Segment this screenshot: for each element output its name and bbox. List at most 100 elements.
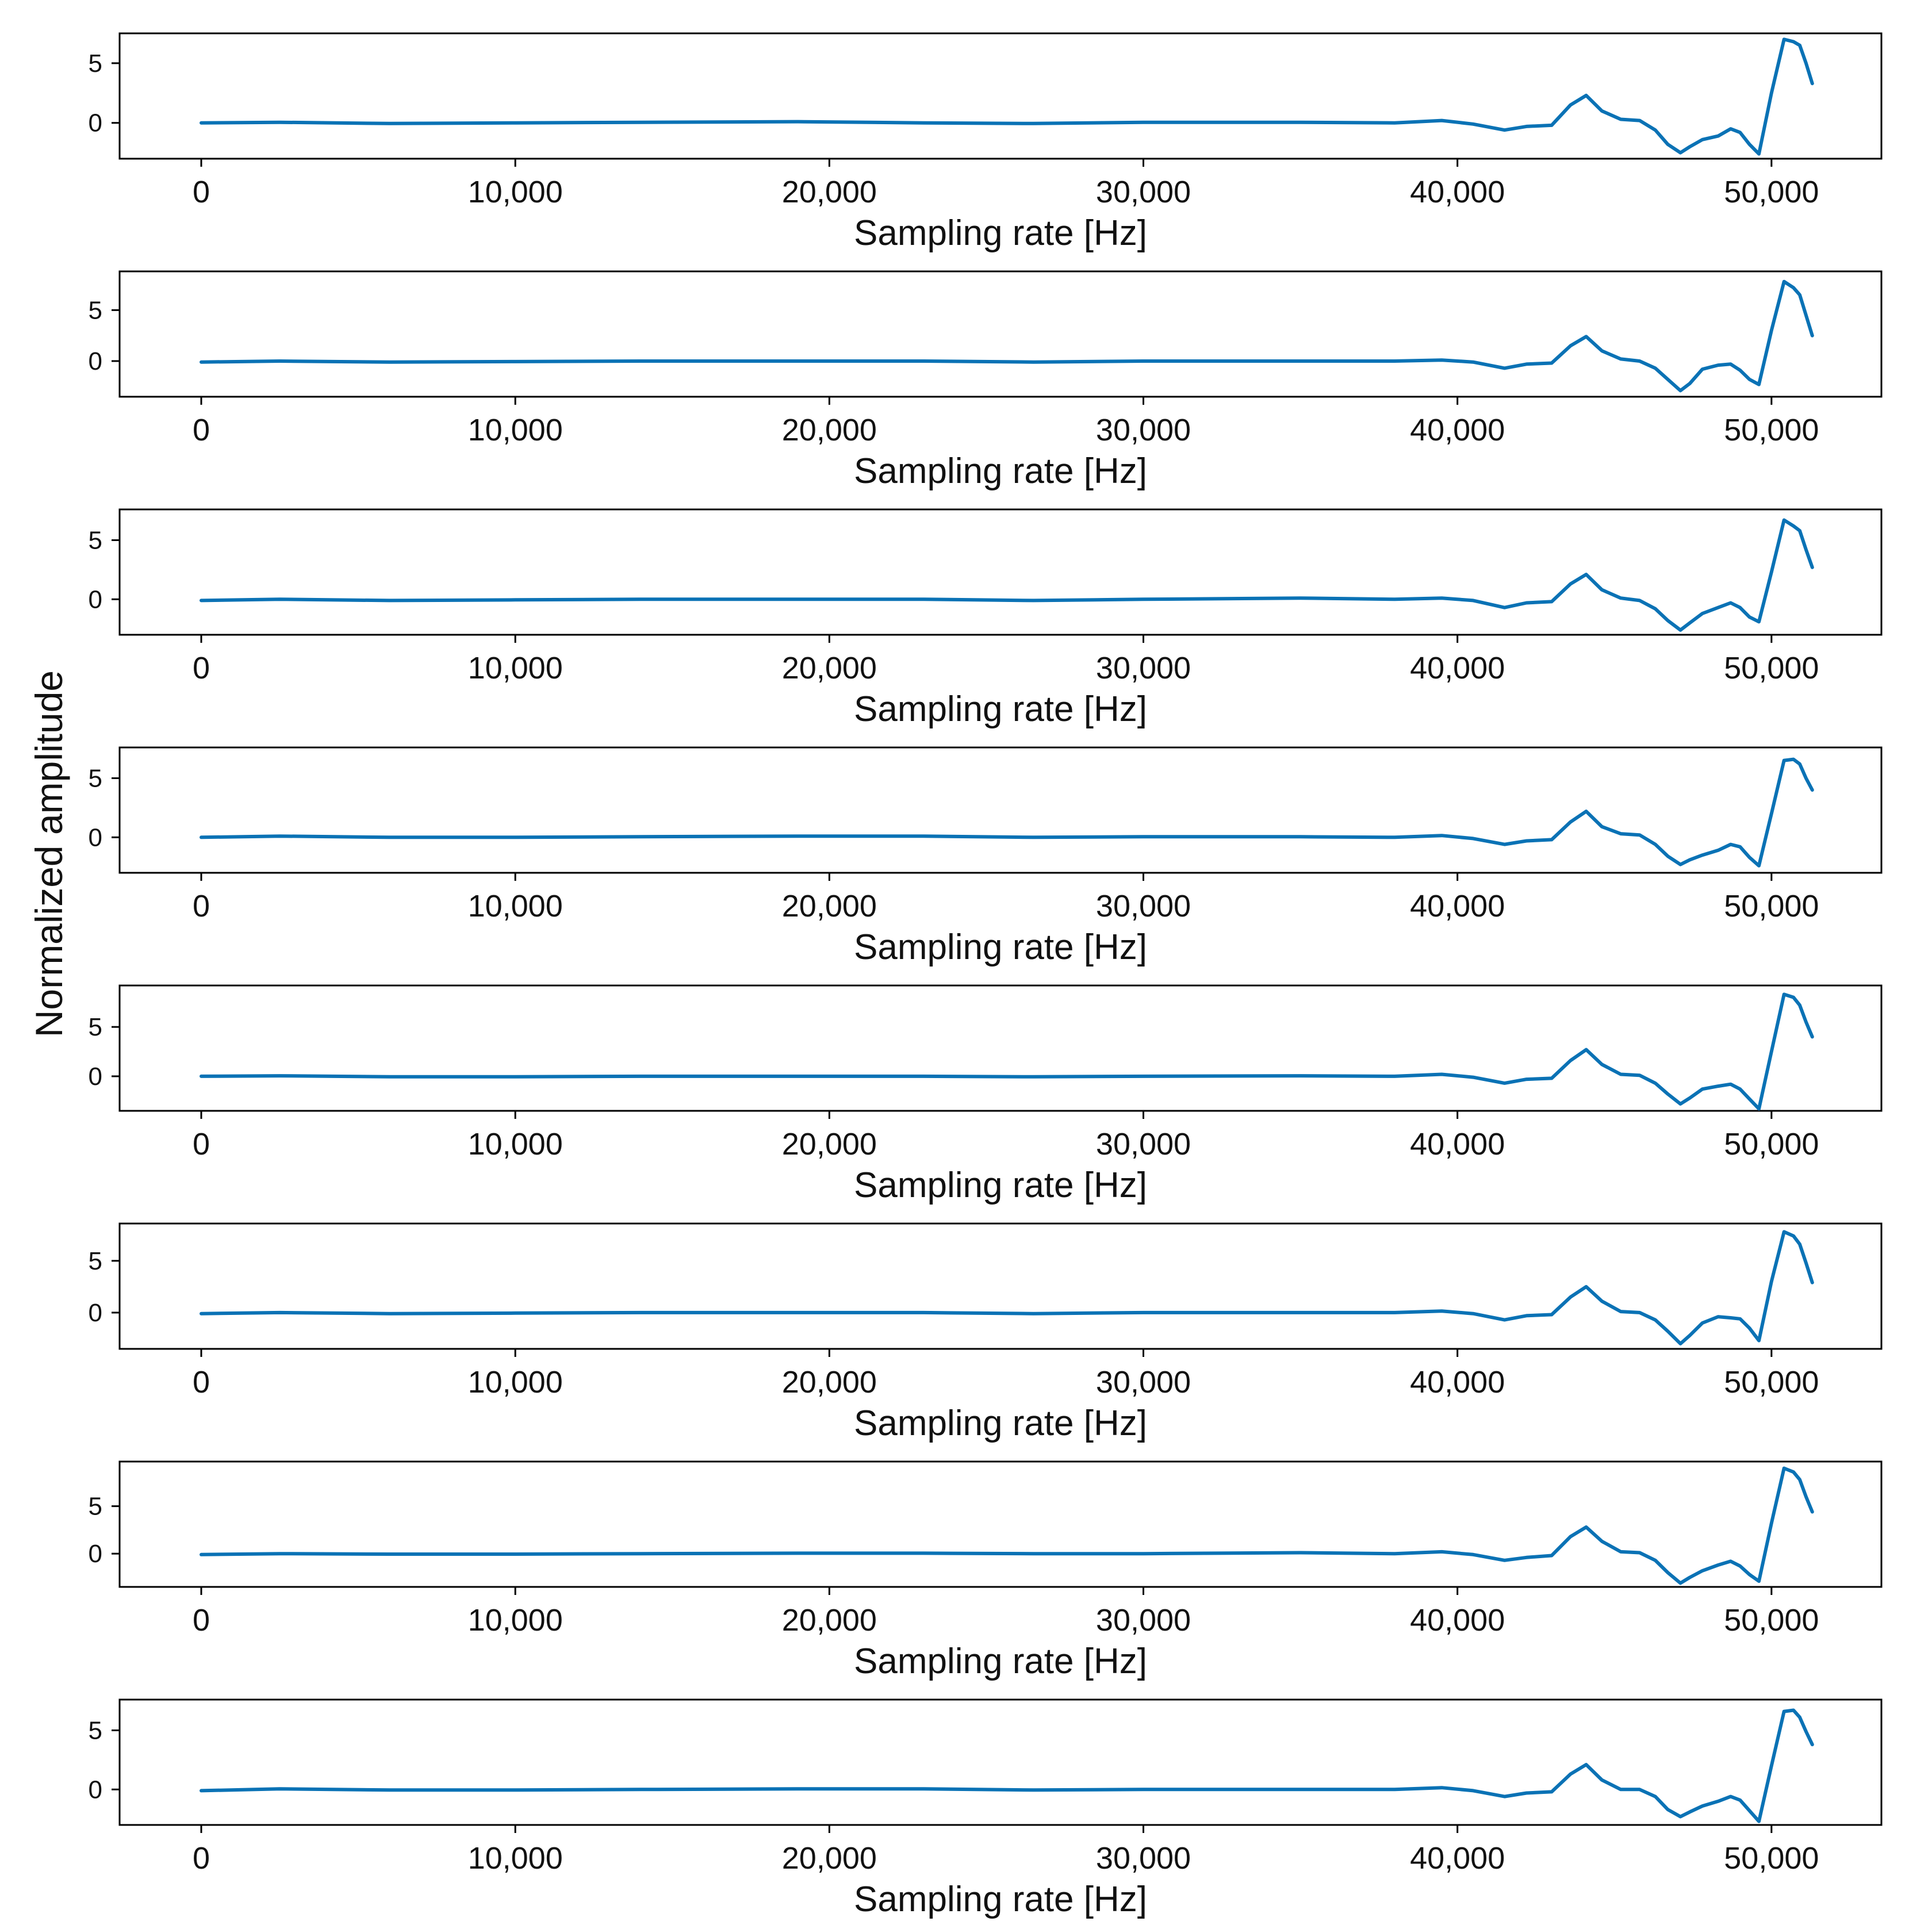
x-axis-label: Sampling rate [Hz] — [854, 927, 1147, 967]
x-tick-label: 50,000 — [1724, 889, 1819, 923]
y-tick-label: 0 — [89, 1540, 102, 1568]
y-tick-label: 5 — [89, 764, 102, 792]
series-line-signal — [200, 1466, 1814, 1585]
x-axis-label: Sampling rate [Hz] — [854, 689, 1147, 729]
panel-frame — [118, 508, 1883, 636]
panels-container: 0 5 0 10,000 20,000 30,000 40,000 50,000 Samplin… — [89, 32, 1883, 1919]
series-line-signal — [200, 1708, 1814, 1823]
panel-4: 0 5 0 10,000 20,000 30,000 40,000 50,000 Samplin… — [89, 746, 1883, 967]
x-axis-label: Sampling rate [Hz] — [854, 1642, 1147, 1681]
series-line-signal — [200, 279, 1814, 393]
x-tick-label: 40,000 — [1410, 413, 1505, 447]
x-tick-label: 50,000 — [1724, 1841, 1819, 1876]
x-tick-label: 0 — [193, 1841, 210, 1876]
x-tick-label: 40,000 — [1410, 175, 1505, 209]
panel-frame — [118, 746, 1883, 874]
x-tick-label: 30,000 — [1096, 1841, 1191, 1876]
x-tick-label: 40,000 — [1410, 1841, 1505, 1876]
x-tick-label: 0 — [193, 1127, 210, 1161]
x-tick-label: 20,000 — [782, 1603, 877, 1637]
panel-8: 0 5 0 10,000 20,000 30,000 40,000 50,000 Samplin… — [89, 1698, 1883, 1919]
y-tick-label: 0 — [89, 347, 102, 375]
y-tick-label: 0 — [89, 1775, 102, 1804]
x-tick-label: 40,000 — [1410, 1127, 1505, 1161]
x-tick-label: 0 — [193, 175, 210, 209]
x-tick-label: 10,000 — [468, 1841, 563, 1876]
panel-6: 0 5 0 10,000 20,000 30,000 40,000 50,000 Samplin… — [89, 1222, 1883, 1443]
x-tick-label: 30,000 — [1096, 651, 1191, 685]
x-tick-label: 10,000 — [468, 1603, 563, 1637]
x-tick-label: 20,000 — [782, 1841, 877, 1876]
x-tick-label: 30,000 — [1096, 1365, 1191, 1399]
x-tick-label: 20,000 — [782, 651, 877, 685]
y-tick-label: 5 — [89, 1493, 102, 1521]
x-tick-label: 10,000 — [468, 1365, 563, 1399]
panel-frame — [118, 270, 1883, 398]
x-tick-label: 10,000 — [468, 175, 563, 209]
y-tick-label: 0 — [89, 1063, 102, 1091]
panel-frame — [118, 1222, 1883, 1350]
panel-5: 0 5 0 10,000 20,000 30,000 40,000 50,000 Samplin… — [89, 984, 1883, 1205]
x-axis-label: Sampling rate [Hz] — [854, 451, 1147, 491]
x-tick-label: 30,000 — [1096, 1127, 1191, 1161]
x-tick-label: 30,000 — [1096, 889, 1191, 923]
x-tick-label: 50,000 — [1724, 413, 1819, 447]
series-line-signal — [200, 757, 1814, 868]
x-tick-label: 0 — [193, 889, 210, 923]
panel-3: 0 5 0 10,000 20,000 30,000 40,000 50,000 Samplin… — [89, 508, 1883, 729]
x-tick-label: 0 — [193, 413, 210, 447]
y-tick-label: 0 — [89, 585, 102, 613]
x-tick-label: 20,000 — [782, 175, 877, 209]
series-line-signal — [200, 992, 1814, 1111]
panel-frame — [118, 984, 1883, 1112]
y-tick-label: 5 — [89, 1716, 102, 1744]
x-tick-label: 50,000 — [1724, 175, 1819, 209]
x-tick-label: 40,000 — [1410, 651, 1505, 685]
x-tick-label: 10,000 — [468, 651, 563, 685]
y-tick-label: 5 — [89, 526, 102, 554]
x-axis-label: Sampling rate [Hz] — [854, 1403, 1147, 1443]
x-tick-label: 20,000 — [782, 1365, 877, 1399]
x-tick-label: 0 — [193, 651, 210, 685]
y-tick-label: 5 — [89, 1013, 102, 1041]
x-tick-label: 0 — [193, 1603, 210, 1637]
x-axis-label: Sampling rate [Hz] — [854, 1880, 1147, 1919]
x-axis-label: Sampling rate [Hz] — [854, 213, 1147, 253]
x-tick-label: 10,000 — [468, 413, 563, 447]
series-line-signal — [200, 1230, 1814, 1345]
x-tick-label: 10,000 — [468, 889, 563, 923]
x-tick-label: 50,000 — [1724, 651, 1819, 685]
panel-frame — [118, 32, 1883, 160]
panel-7: 0 5 0 10,000 20,000 30,000 40,000 50,000 Samplin… — [89, 1460, 1883, 1681]
y-tick-label: 5 — [89, 49, 102, 78]
y-tick-label: 0 — [89, 1299, 102, 1327]
x-tick-label: 20,000 — [782, 1127, 877, 1161]
series-line-signal — [200, 518, 1814, 632]
x-tick-label: 20,000 — [782, 889, 877, 923]
panel-frame — [118, 1460, 1883, 1588]
panel-frame — [118, 1698, 1883, 1826]
x-tick-label: 50,000 — [1724, 1365, 1819, 1399]
y-tick-label: 0 — [89, 109, 102, 137]
x-tick-label: 40,000 — [1410, 889, 1505, 923]
x-axis-label: Sampling rate [Hz] — [854, 1165, 1147, 1205]
x-tick-label: 40,000 — [1410, 1365, 1505, 1399]
x-tick-label: 50,000 — [1724, 1127, 1819, 1161]
x-tick-label: 0 — [193, 1365, 210, 1399]
y-tick-label: 5 — [89, 296, 102, 324]
series-line-signal — [200, 37, 1814, 156]
y-tick-label: 0 — [89, 823, 102, 852]
x-tick-label: 50,000 — [1724, 1603, 1819, 1637]
panel-2: 0 5 0 10,000 20,000 30,000 40,000 50,000 Samplin… — [89, 270, 1883, 491]
panel-1: 0 5 0 10,000 20,000 30,000 40,000 50,000 Samplin… — [89, 32, 1883, 253]
x-tick-label: 30,000 — [1096, 175, 1191, 209]
x-tick-label: 40,000 — [1410, 1603, 1505, 1637]
x-tick-label: 20,000 — [782, 413, 877, 447]
x-tick-label: 30,000 — [1096, 413, 1191, 447]
y-tick-label: 5 — [89, 1247, 102, 1275]
x-tick-label: 30,000 — [1096, 1603, 1191, 1637]
y-axis-label: Normalized amplitude — [28, 670, 70, 1037]
x-tick-label: 10,000 — [468, 1127, 563, 1161]
